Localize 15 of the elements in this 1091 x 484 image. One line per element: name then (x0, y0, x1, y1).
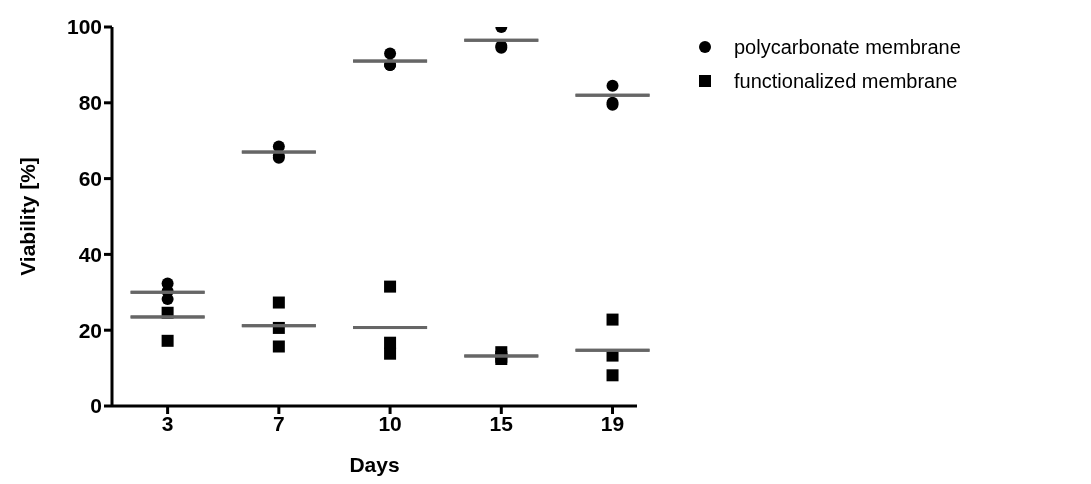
y-tick-label: 100 (66, 15, 102, 39)
y-tick-label: 0 (90, 394, 102, 418)
x-axis-title: Days (349, 453, 400, 476)
legend-label: polycarbonate membrane (734, 35, 961, 60)
legend-label: functionalized membrane (734, 69, 958, 94)
y-tick-label: 60 (78, 167, 102, 191)
y-tick-label: 20 (78, 318, 102, 342)
x-tick-label: 7 (273, 411, 285, 435)
x-tick-label: 19 (600, 411, 625, 435)
y-tick-label: 80 (78, 91, 102, 115)
x-tick-label: 3 (161, 411, 174, 435)
y-tick-label: 40 (78, 242, 102, 266)
x-tick-label: 15 (489, 411, 514, 435)
y-axis-title: Viability [%] (16, 157, 40, 276)
x-tick-label: 10 (378, 411, 402, 435)
